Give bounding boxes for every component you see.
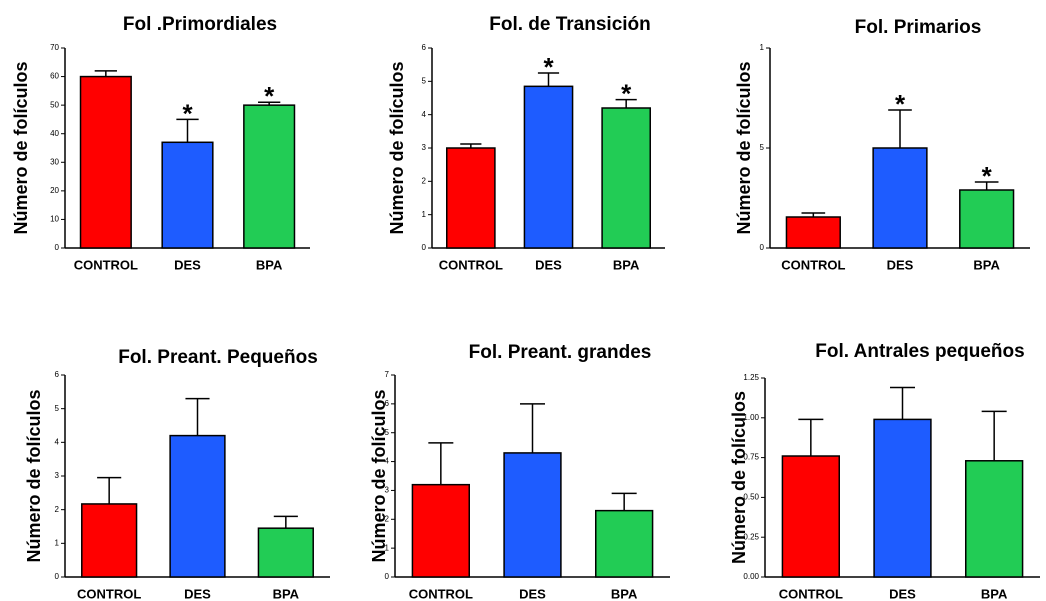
y-tick-label: 1.00 [743,413,759,422]
y-tick-label: 2 [55,505,60,514]
bar [446,147,496,249]
y-tick-label: 0.25 [743,532,759,541]
y-tick-label: 30 [50,157,59,166]
chart-title: Fol. Preant. Pequeños [118,347,318,368]
y-tick-label: 0 [385,572,390,581]
y-tick-label: 5 [385,428,390,437]
x-tick-label: DES [184,586,211,601]
x-tick-label: CONTROL [74,257,138,272]
y-tick-label: 70 [50,43,59,52]
y-axis-label: Número de folículos [734,61,754,234]
bar [81,503,138,578]
bar [785,216,841,249]
significance-star: * [543,52,554,82]
y-tick-label: 0.50 [743,493,759,502]
bar [79,75,132,249]
significance-star: * [982,161,993,191]
x-tick-label: DES [174,257,201,272]
significance-star: * [895,89,906,119]
x-tick-label: CONTROL [77,586,141,601]
y-tick-label: 6 [385,399,390,408]
y-axis-label: Número de folículos [387,61,407,234]
y-tick-label: 0 [422,243,427,252]
y-tick-label: 1 [385,543,390,552]
bar [523,85,574,249]
y-tick-label: 5 [55,404,60,413]
chart-title: Fol. Preant. grandes [469,342,652,363]
y-tick-label: 20 [50,186,59,195]
y-tick-label: 0.75 [743,453,759,462]
x-tick-label: BPA [973,257,1000,272]
x-tick-label: CONTROL [439,257,503,272]
x-tick-label: DES [535,257,562,272]
y-tick-label: 0 [55,572,60,581]
y-tick-label: 1 [760,43,765,52]
chart-title: Fol. de Transición [489,14,651,35]
y-tick-label: 7 [385,370,390,379]
chart-title: Fol. Antrales pequeños [815,341,1024,362]
y-tick-label: 0 [760,243,765,252]
bar [411,483,470,578]
bar [965,460,1024,578]
bar [169,434,226,578]
significance-star: * [264,81,275,111]
y-axis-label: Número de folículos [729,391,749,564]
x-tick-label: CONTROL [409,586,473,601]
y-tick-label: 50 [50,100,59,109]
bar [595,509,654,578]
y-tick-label: 5 [760,143,765,152]
y-tick-label: 4 [422,110,427,119]
bar [873,418,932,578]
bar [161,141,214,249]
x-tick-label: CONTROL [781,257,845,272]
y-tick-label: 6 [55,370,60,379]
bar [243,104,296,249]
bar [503,452,562,578]
y-tick-label: 1.25 [743,373,759,382]
x-tick-label: BPA [611,586,638,601]
y-tick-label: 2 [385,514,390,523]
x-tick-label: BPA [613,257,640,272]
y-tick-label: 5 [422,76,427,85]
bar [872,147,928,249]
y-tick-label: 4 [385,457,390,466]
y-tick-label: 0.00 [743,572,759,581]
y-tick-label: 3 [55,471,60,480]
chart-title: Fol. Primarios [855,17,982,38]
significance-star: * [182,98,193,128]
x-tick-label: BPA [981,586,1008,601]
y-tick-label: 40 [50,129,59,138]
y-axis-label: Número de folículos [11,61,31,234]
y-tick-label: 2 [422,176,427,185]
y-tick-label: 0 [55,243,60,252]
y-tick-label: 3 [385,486,390,495]
significance-star: * [621,79,632,109]
x-tick-label: BPA [273,586,300,601]
y-tick-label: 3 [422,143,427,152]
y-tick-label: 4 [55,437,60,446]
chart-title: Fol .Primordiales [123,14,277,35]
y-tick-label: 1 [422,210,427,219]
y-axis-label: Número de folículos [369,389,389,562]
bar [257,527,314,578]
x-tick-label: BPA [256,257,283,272]
y-tick-label: 10 [50,215,59,224]
y-tick-label: 60 [50,72,59,81]
x-tick-label: DES [887,257,914,272]
x-tick-label: DES [519,586,546,601]
x-tick-label: DES [889,586,916,601]
bar [781,455,841,578]
x-tick-label: CONTROL [779,586,843,601]
y-tick-label: 1 [55,538,60,547]
y-axis-label: Número de folículos [24,389,44,562]
bar [959,189,1015,249]
y-tick-label: 6 [422,43,427,52]
bar [601,107,651,249]
